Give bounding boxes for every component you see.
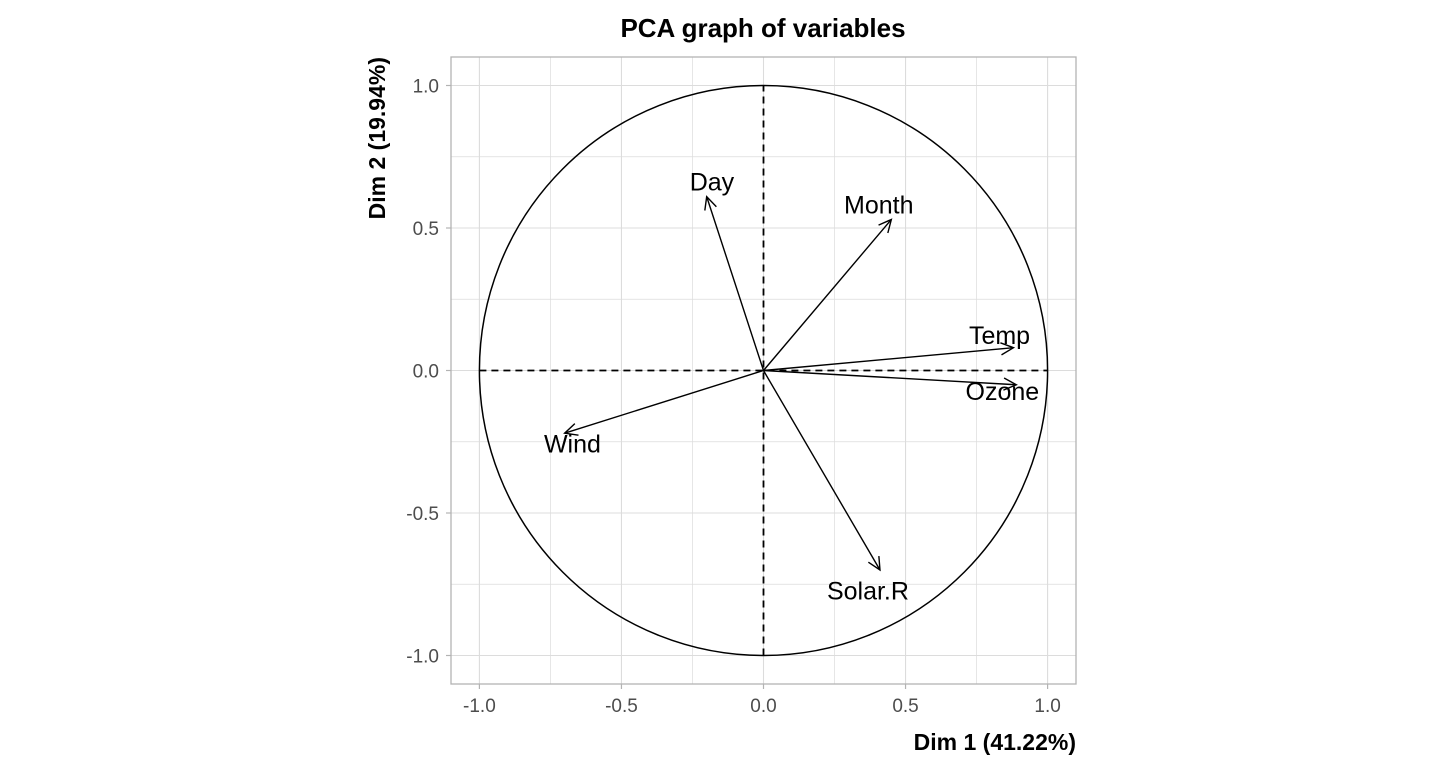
arrowhead-month xyxy=(878,218,893,234)
y-tick-label: -0.5 xyxy=(406,504,439,525)
axis-ticks: -1.0 -0.5 0.0 0.5 1.0 -1.0 -0.5 0.0 0.5 1.0 xyxy=(406,77,1061,718)
y-tick-label: -1.0 xyxy=(406,647,439,668)
x-tick-label: -1.0 xyxy=(463,696,496,717)
variable-label-wind: Wind xyxy=(544,431,601,459)
x-axis-title: Dim 1 (41.22%) xyxy=(914,729,1076,755)
x-tick-label: 0.0 xyxy=(750,696,776,717)
arrowhead-temp xyxy=(1000,342,1016,356)
x-tick-label: 0.5 xyxy=(892,696,918,717)
arrowhead-wind xyxy=(563,423,579,436)
variable-label-temp: Temp xyxy=(969,322,1030,350)
arrow-wind xyxy=(564,369,764,434)
y-axis-title: Dim 2 (19.94%) xyxy=(364,57,390,219)
chart-title: PCA graph of variables xyxy=(620,13,905,43)
arrow-month xyxy=(762,218,892,371)
x-tick-label: -0.5 xyxy=(605,696,638,717)
y-tick-label: 1.0 xyxy=(413,77,439,98)
variable-labels: Ozone Solar.R Wind Temp Month Day xyxy=(544,169,1039,606)
arrow-day xyxy=(706,196,765,371)
variable-label-month: Month xyxy=(844,191,913,219)
arrow-ozone xyxy=(763,369,1017,386)
variable-label-ozone: Ozone xyxy=(966,378,1040,406)
variable-label-solar-r: Solar.R xyxy=(827,578,909,606)
arrow-temp xyxy=(763,347,1014,372)
arrowhead-ozone xyxy=(1003,377,1018,391)
y-tick-label: 0.5 xyxy=(413,219,439,240)
arrow-solar-r xyxy=(762,370,881,571)
arrowhead-solar-r xyxy=(867,555,881,572)
variable-label-day: Day xyxy=(690,169,735,197)
variable-arrows xyxy=(563,195,1018,572)
y-tick-label: 0.0 xyxy=(413,362,439,383)
x-tick-label: 1.0 xyxy=(1034,696,1060,717)
arrowhead-day xyxy=(704,195,717,211)
reference-lines xyxy=(479,85,1048,656)
